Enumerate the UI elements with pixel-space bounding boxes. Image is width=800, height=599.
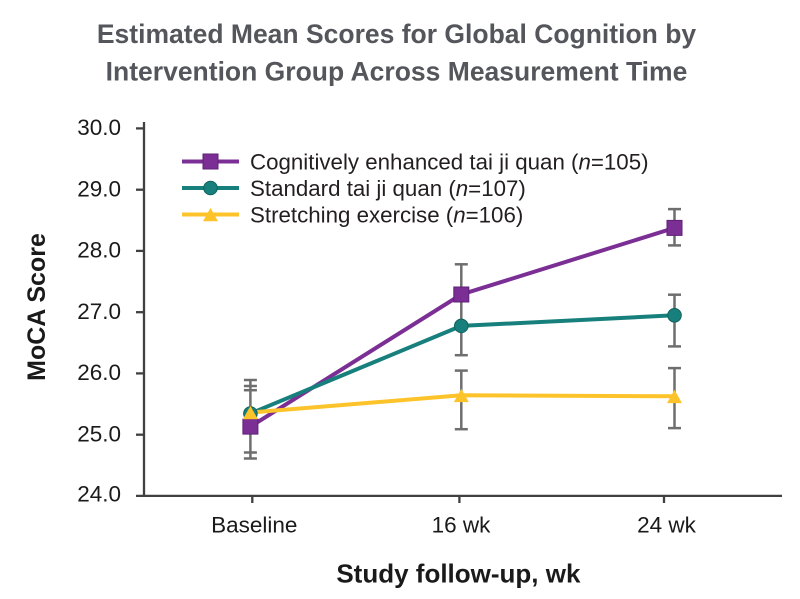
svg-text:27.0: 27.0 [77,299,121,324]
svg-text:Study follow-up, wk: Study follow-up, wk [336,558,581,588]
svg-text:26.0: 26.0 [77,360,121,385]
svg-text:Baseline: Baseline [211,513,297,538]
svg-text:29.0: 29.0 [77,176,121,201]
svg-text:Cognitively enhanced tai ji qu: Cognitively enhanced tai ji quan (n=105) [250,150,649,175]
svg-text:Estimated Mean Scores for Glob: Estimated Mean Scores for Global Cogniti… [97,19,697,49]
svg-text:MoCA Score: MoCA Score [23,233,51,381]
svg-text:Standard tai ji quan (n=107): Standard tai ji quan (n=107) [250,176,526,201]
svg-text:30.0: 30.0 [77,115,121,140]
svg-text:24 wk: 24 wk [637,513,697,538]
svg-text:Stretching exercise (n=106): Stretching exercise (n=106) [250,203,523,228]
svg-text:16 wk: 16 wk [432,513,492,538]
svg-text:28.0: 28.0 [77,238,121,263]
svg-text:Intervention Group Across Meas: Intervention Group Across Measurement Ti… [106,57,688,87]
svg-text:25.0: 25.0 [77,421,121,446]
svg-text:24.0: 24.0 [77,482,121,507]
